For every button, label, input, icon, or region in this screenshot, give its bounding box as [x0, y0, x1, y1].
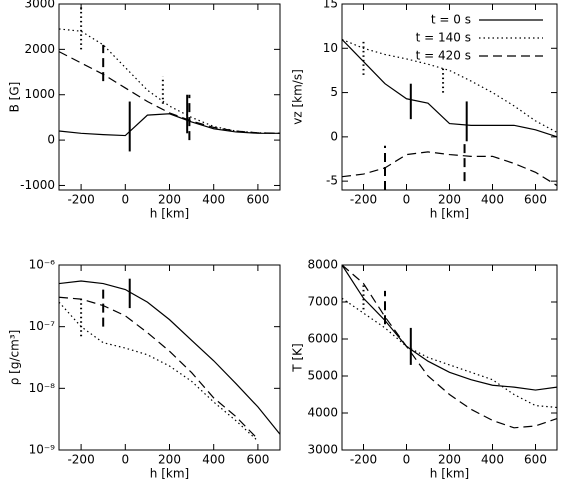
series-line: [341, 264, 558, 391]
series-line: [58, 51, 281, 134]
y-tick-label: 2000: [24, 42, 55, 56]
x-tick-label: 0: [403, 453, 411, 467]
y-tick-label: 7000: [307, 295, 338, 309]
series-line: [341, 39, 558, 138]
panel: -200 0 200 400 600 3000 4000 5000 6000 7000 8000 h …: [291, 258, 558, 481]
y-tick-label: 5: [330, 85, 338, 99]
y-axis-label: B [G]: [8, 82, 22, 113]
x-tick-label: 400: [481, 193, 504, 207]
x-tick-label: 200: [158, 193, 181, 207]
y-axis-label: T [K]: [291, 343, 305, 372]
y-tick-label: 10⁻⁹: [29, 443, 56, 457]
y-axis-label: vz [km/s]: [291, 69, 305, 125]
x-tick-label: 0: [403, 193, 411, 207]
x-tick-label: 600: [524, 193, 547, 207]
legend-label: t = 0 s: [431, 13, 471, 27]
series-line: [341, 38, 558, 133]
y-axis-label: ρ [g/cm³]: [8, 330, 22, 386]
series-line: [58, 280, 281, 435]
x-tick-label: 600: [246, 453, 269, 467]
series-line: [58, 296, 259, 440]
x-tick-label: 400: [481, 453, 504, 467]
x-tick-label: 600: [524, 453, 547, 467]
x-tick-label: 400: [202, 193, 225, 207]
y-tick-label: -1000: [20, 178, 55, 192]
x-axis-label: h [km]: [150, 467, 189, 481]
y-tick-label: 8000: [307, 258, 338, 272]
series-line: [58, 301, 259, 442]
plot-frame: [341, 264, 558, 451]
x-axis-label: h [km]: [430, 207, 469, 221]
y-tick-label: 15: [323, 0, 338, 11]
y-tick-label: 3000: [307, 443, 338, 457]
panel: -200 0 200 400 600 10⁻⁹ 10⁻⁸ 10⁻⁷ 10⁻⁶ h [km] ρ [g…: [8, 258, 281, 481]
y-tick-label: 10⁻⁶: [29, 258, 56, 272]
x-tick-label: -200: [350, 193, 377, 207]
panel: -200 0 200 400 600 -5 0 5 10 15 h [km] vz [km/s] t =…: [291, 0, 558, 221]
x-tick-label: -200: [350, 453, 377, 467]
y-tick-label: 6000: [307, 332, 338, 346]
x-tick-label: 200: [438, 193, 461, 207]
x-tick-label: 0: [121, 193, 129, 207]
panel: -200 0 200 400 600 -1000 0 1000 2000 3000 h [km] B …: [8, 0, 281, 221]
y-tick-label: 4000: [307, 406, 338, 420]
x-axis-label: h [km]: [150, 207, 189, 221]
x-tick-label: 600: [246, 193, 269, 207]
series-line: [341, 297, 558, 409]
x-tick-label: -200: [67, 453, 94, 467]
y-tick-label: 10: [323, 41, 338, 55]
legend-label: t = 140 s: [416, 31, 471, 45]
series-line: [58, 113, 280, 137]
x-tick-label: -200: [67, 193, 94, 207]
y-tick-label: 10⁻⁸: [29, 381, 56, 395]
legend-label: t = 420 s: [416, 49, 471, 63]
x-tick-label: 200: [158, 453, 181, 467]
y-tick-label: 5000: [307, 369, 338, 383]
x-axis-label: h [km]: [430, 467, 469, 481]
plot-frame: [58, 3, 281, 191]
y-tick-label: 0: [47, 133, 55, 147]
x-tick-label: 0: [121, 453, 129, 467]
x-tick-label: 400: [202, 453, 225, 467]
x-tick-label: 200: [438, 453, 461, 467]
y-tick-label: 0: [330, 129, 338, 143]
y-tick-label: 10⁻⁷: [29, 319, 56, 333]
series-line: [341, 151, 558, 187]
series-line: [58, 28, 281, 134]
y-tick-label: 1000: [24, 87, 55, 101]
y-tick-label: 3000: [24, 0, 55, 11]
series-line: [341, 264, 558, 429]
y-tick-label: -5: [326, 174, 338, 188]
plot-frame: [58, 264, 281, 451]
